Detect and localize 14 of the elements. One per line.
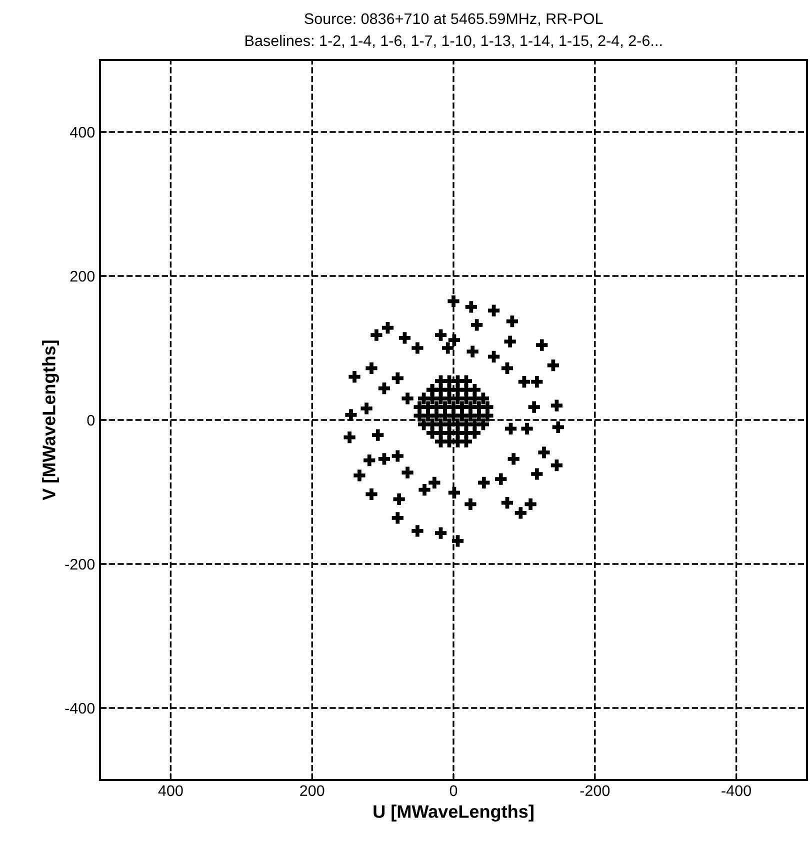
y-tick-label: -200	[65, 558, 95, 570]
y-tick-label: -400	[65, 702, 95, 714]
x-tick-label: 200	[300, 785, 324, 796]
x-tick-label: -400	[722, 785, 751, 796]
y-tick-label: 400	[70, 126, 95, 138]
x-axis-title: U [MWaveLengths]	[374, 804, 534, 822]
y-axis-title: V [MWaveLengths]	[42, 340, 60, 500]
x-tick-label: 400	[158, 785, 183, 796]
x-tick-label: 0	[450, 785, 458, 796]
y-tick-label: 0	[87, 414, 95, 426]
chart-title: Source: 0836+710 at 5465.59MHz, RR-POL	[304, 13, 603, 26]
x-tick-label: -200	[580, 785, 610, 796]
y-tick-label: 200	[70, 270, 95, 282]
chart-subtitle: Baselines: 1-2, 1-4, 1-6, 1-7, 1-10, 1-13, 1-14, 1-15, 2-4, 2-6...	[246, 34, 662, 48]
